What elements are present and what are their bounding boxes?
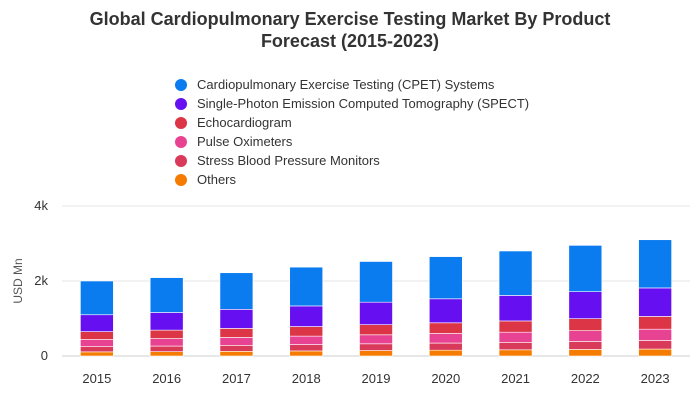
y-tick-label: 0 bbox=[41, 348, 48, 363]
bar-segment[interactable] bbox=[498, 320, 533, 333]
bar-segment[interactable] bbox=[638, 340, 672, 350]
legend-label: Pulse Oximeters bbox=[197, 134, 293, 149]
bars bbox=[80, 239, 672, 357]
chart-title-line-2: Forecast (2015-2023) bbox=[260, 31, 440, 51]
bar-segment[interactable] bbox=[638, 239, 672, 289]
chart-legend: Cardiopulmonary Exercise Testing (CPET) … bbox=[175, 75, 529, 189]
bar-segment[interactable] bbox=[289, 305, 324, 327]
bar-segment[interactable] bbox=[359, 343, 393, 351]
bar-segment[interactable] bbox=[289, 344, 324, 352]
bar-segment[interactable] bbox=[219, 309, 254, 329]
legend-label: Stress Blood Pressure Monitors bbox=[197, 153, 380, 168]
bar-segment[interactable] bbox=[638, 287, 672, 317]
axes: 0 2k 4k USD Mn 2015 2016 2017 2018 2019 2020 2021 2… bbox=[11, 198, 670, 386]
x-tick-label: 2020 bbox=[431, 371, 460, 386]
legend-item[interactable]: Single-Photon Emission Computed Tomograp… bbox=[175, 94, 529, 113]
bar-segment[interactable] bbox=[498, 349, 533, 357]
legend-swatch bbox=[175, 97, 187, 110]
legend-item[interactable]: Echocardiogram bbox=[175, 113, 529, 132]
legend-swatch bbox=[175, 135, 187, 148]
bar-segment[interactable] bbox=[428, 256, 463, 300]
bar-segment[interactable] bbox=[638, 316, 672, 330]
bar-segment[interactable] bbox=[359, 301, 393, 325]
bar-segment[interactable] bbox=[219, 351, 254, 357]
bar-segment[interactable] bbox=[568, 330, 603, 342]
bar-segment[interactable] bbox=[219, 345, 254, 352]
y-tick-label: 4k bbox=[34, 198, 48, 213]
legend-label: Single-Photon Emission Computed Tomograp… bbox=[197, 96, 530, 111]
bar-segment[interactable] bbox=[80, 314, 114, 332]
bar-segment[interactable] bbox=[80, 346, 114, 353]
x-tick-label: 2016 bbox=[152, 371, 181, 386]
bar-segment[interactable] bbox=[219, 328, 254, 338]
bar-segment[interactable] bbox=[80, 331, 114, 340]
bar-segment[interactable] bbox=[568, 291, 603, 319]
bar-segment[interactable] bbox=[149, 312, 184, 331]
bar-segment[interactable] bbox=[219, 272, 254, 310]
legend-item[interactable]: Stress Blood Pressure Monitors bbox=[175, 151, 529, 170]
legend-item[interactable]: Pulse Oximeters bbox=[175, 132, 529, 151]
bar-segment[interactable] bbox=[289, 326, 324, 337]
x-tick-label: 2022 bbox=[571, 371, 600, 386]
bar-segment[interactable] bbox=[638, 328, 672, 341]
bar-segment[interactable] bbox=[568, 318, 603, 331]
x-tick-label: 2023 bbox=[641, 371, 670, 386]
bar-segment[interactable] bbox=[428, 349, 463, 357]
legend-item[interactable]: Others bbox=[175, 170, 529, 189]
legend-swatch bbox=[175, 116, 187, 129]
bar-segment[interactable] bbox=[568, 349, 603, 357]
bar-segment[interactable] bbox=[498, 250, 533, 296]
bar-segment[interactable] bbox=[359, 261, 393, 303]
bar-segment[interactable] bbox=[289, 266, 324, 307]
chart-title-line-1: Global Cardiopulmonary Exercise Testing … bbox=[89, 9, 611, 29]
x-tick-label: 2019 bbox=[362, 371, 391, 386]
bar-segment[interactable] bbox=[149, 351, 184, 357]
bar-segment[interactable] bbox=[219, 337, 254, 346]
bar-segment[interactable] bbox=[289, 350, 324, 357]
legend-label: Others bbox=[197, 172, 237, 187]
legend-item[interactable]: Cardiopulmonary Exercise Testing (CPET) … bbox=[175, 75, 529, 94]
bar-segment[interactable] bbox=[638, 348, 672, 357]
chart-title: Global Cardiopulmonary Exercise Testing … bbox=[0, 8, 700, 52]
bar-segment[interactable] bbox=[359, 324, 393, 336]
bar-segment[interactable] bbox=[568, 245, 603, 292]
bar-segment[interactable] bbox=[568, 341, 603, 350]
bar-segment[interactable] bbox=[80, 339, 114, 347]
bar-segment[interactable] bbox=[498, 331, 533, 343]
legend-label: Echocardiogram bbox=[197, 115, 292, 130]
legend-swatch bbox=[175, 173, 187, 186]
x-tick-label: 2018 bbox=[292, 371, 321, 386]
bar-segment[interactable] bbox=[498, 295, 533, 322]
bar-segment[interactable] bbox=[149, 329, 184, 339]
bar-segment[interactable] bbox=[149, 345, 184, 352]
bar-segment[interactable] bbox=[428, 322, 463, 334]
bar-segment[interactable] bbox=[289, 335, 324, 345]
x-tick-label: 2021 bbox=[501, 371, 530, 386]
x-tick-label: 2017 bbox=[222, 371, 251, 386]
legend-swatch bbox=[175, 154, 187, 167]
bar-segment[interactable] bbox=[149, 338, 184, 347]
bar-segment[interactable] bbox=[359, 350, 393, 357]
bar-segment[interactable] bbox=[80, 351, 114, 357]
legend-label: Cardiopulmonary Exercise Testing (CPET) … bbox=[197, 77, 495, 92]
bar-segment[interactable] bbox=[428, 333, 463, 344]
bar-segment[interactable] bbox=[498, 342, 533, 351]
bar-segment[interactable] bbox=[149, 277, 184, 313]
y-axis-title: USD Mn bbox=[11, 258, 25, 303]
bar-segment[interactable] bbox=[80, 280, 114, 316]
x-tick-label: 2015 bbox=[82, 371, 111, 386]
legend-swatch bbox=[175, 78, 187, 91]
y-tick-label: 2k bbox=[34, 273, 48, 288]
bar-segment[interactable] bbox=[428, 298, 463, 324]
bar-segment[interactable] bbox=[428, 342, 463, 351]
bar-segment[interactable] bbox=[359, 334, 393, 345]
